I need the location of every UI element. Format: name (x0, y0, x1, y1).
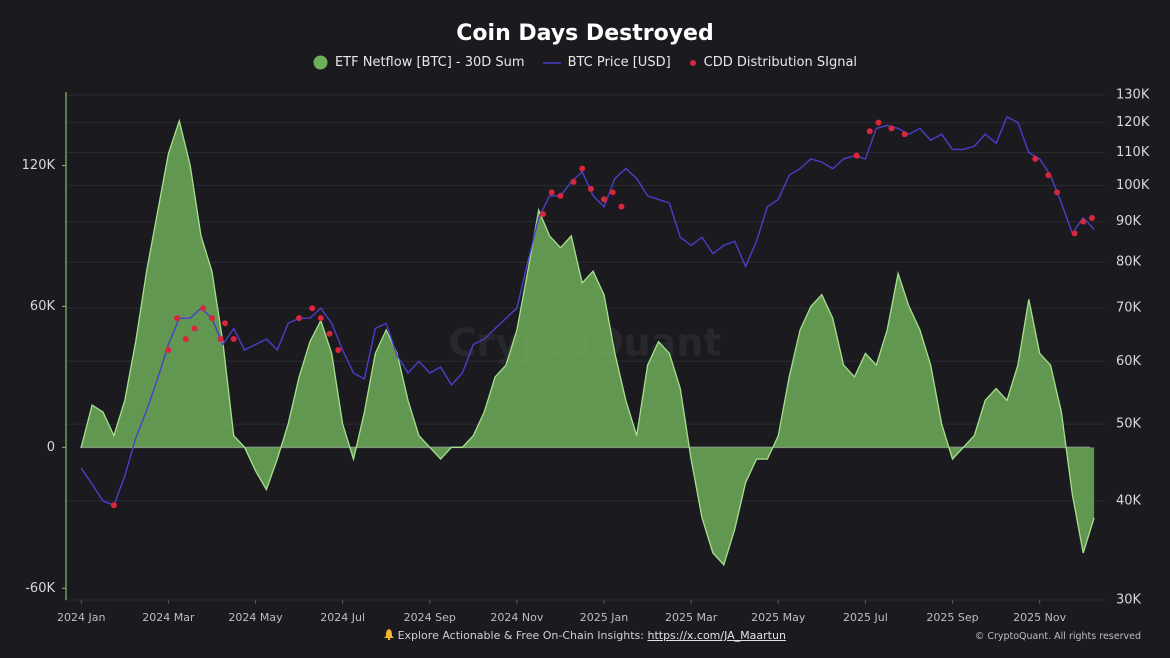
signal-dot (888, 125, 895, 132)
signal-dot (217, 336, 224, 343)
footer: Explore Actionable & Free On-Chain Insig… (0, 629, 1170, 642)
y2-tick-label: 90K (1116, 214, 1142, 229)
y2-tick-label: 40K (1116, 493, 1142, 508)
legend-swatch (313, 55, 328, 70)
y2-tick-label: 80K (1116, 255, 1142, 270)
signal-dot (579, 165, 586, 172)
x-tick-label: 2024 Nov (490, 611, 543, 624)
signal-dot (1054, 189, 1061, 196)
x-tick-label: 2025 Nov (1013, 611, 1066, 624)
signal-dot (618, 203, 625, 210)
y-tick-label: 60K (30, 299, 56, 314)
area-fill (81, 120, 1095, 565)
y-tick-label: 0 (47, 440, 55, 455)
signal-dot (1071, 230, 1078, 237)
y-tick-label: 120K (22, 158, 56, 173)
price-line (80, 115, 1095, 507)
x-tick-label: 2024 Mar (142, 611, 195, 624)
signal-dot (587, 185, 594, 192)
x-tick-label: 2025 Sep (926, 611, 978, 624)
y2-tick-label: 110K (1116, 145, 1150, 160)
legend-item[interactable]: CDD Distribution SIgnal (689, 55, 857, 70)
swatch (313, 55, 328, 70)
signal-dot (557, 192, 564, 199)
signal-dot (317, 315, 324, 322)
x-tick-label: 2024 Jan (57, 611, 105, 624)
legend-swatch (689, 60, 696, 66)
y-tick-label: -60K (25, 581, 55, 596)
signal-dot (165, 346, 172, 353)
signal-dot (326, 330, 333, 337)
signal-dot (230, 336, 237, 343)
y2-tick-label: 60K (1116, 354, 1142, 369)
signal-dot (1088, 214, 1095, 221)
signal-dot (1080, 218, 1087, 225)
y2-tick-label: 100K (1116, 178, 1150, 193)
signal-dot (570, 178, 577, 185)
x-tick-label: 2024 Jul (320, 611, 365, 624)
legend-label: BTC Price [USD] (567, 55, 671, 70)
signal-dot (182, 336, 189, 343)
legend-item[interactable]: ETF Netflow [BTC] - 30D Sum (313, 55, 525, 70)
legend-label: ETF Netflow [BTC] - 30D Sum (334, 55, 525, 70)
signal-dot (222, 320, 229, 327)
signal-dot (110, 502, 117, 509)
grid-layer: 30K 40K 50K 60K 70K 80K 90K 100K 110K 120K 130K -60… (22, 88, 1150, 625)
signal-dot (1032, 155, 1039, 162)
signal-dot (1045, 172, 1052, 179)
y2-tick-label: 70K (1116, 301, 1142, 316)
bell-icon (384, 629, 395, 641)
signal-dot (208, 315, 215, 322)
legend-label: CDD Distribution SIgnal (703, 55, 858, 70)
y2-tick-label: 130K (1116, 88, 1150, 103)
footer-link[interactable]: https://x.com/JA_Maartun (647, 629, 786, 642)
signal-dot (174, 315, 181, 322)
legend-item[interactable]: BTC Price [USD] (542, 55, 671, 70)
signal-dot (309, 305, 316, 312)
x-tick-label: 2024 May (228, 611, 283, 624)
swatch (689, 60, 696, 66)
signal-dot (601, 196, 608, 203)
x-tick-label: 2025 Jan (580, 611, 628, 624)
y2-tick-label: 50K (1116, 417, 1142, 432)
signal-dot (296, 315, 303, 322)
x-tick-label: 2025 May (751, 611, 806, 624)
signal-dot (866, 128, 873, 135)
x-tick-label: 2024 Sep (404, 611, 456, 624)
signal-dot (548, 189, 555, 196)
copyright: © CryptoQuant. All rights reserved (974, 631, 1141, 642)
x-tick-label: 2025 Mar (665, 611, 718, 624)
y2-tick-label: 30K (1116, 593, 1142, 608)
legend-swatch (542, 62, 561, 64)
footer-text: Explore Actionable & Free On-Chain Insig… (397, 629, 644, 642)
signal-dot (875, 119, 882, 126)
signal-dot (901, 131, 908, 138)
signal-dot (191, 325, 198, 332)
signal-dot (609, 189, 616, 196)
signal-dot (853, 152, 860, 159)
signal-dot (540, 211, 547, 218)
legend: ETF Netflow [BTC] - 30D Sum BTC Price [US… (0, 55, 1170, 70)
signal-dot (335, 346, 342, 353)
chart-title: Coin Days Destroyed (456, 21, 713, 46)
signal-dot (200, 305, 207, 312)
y2-tick-label: 120K (1116, 115, 1150, 130)
area-line (80, 118, 1095, 567)
x-tick-label: 2025 Jul (843, 611, 888, 624)
